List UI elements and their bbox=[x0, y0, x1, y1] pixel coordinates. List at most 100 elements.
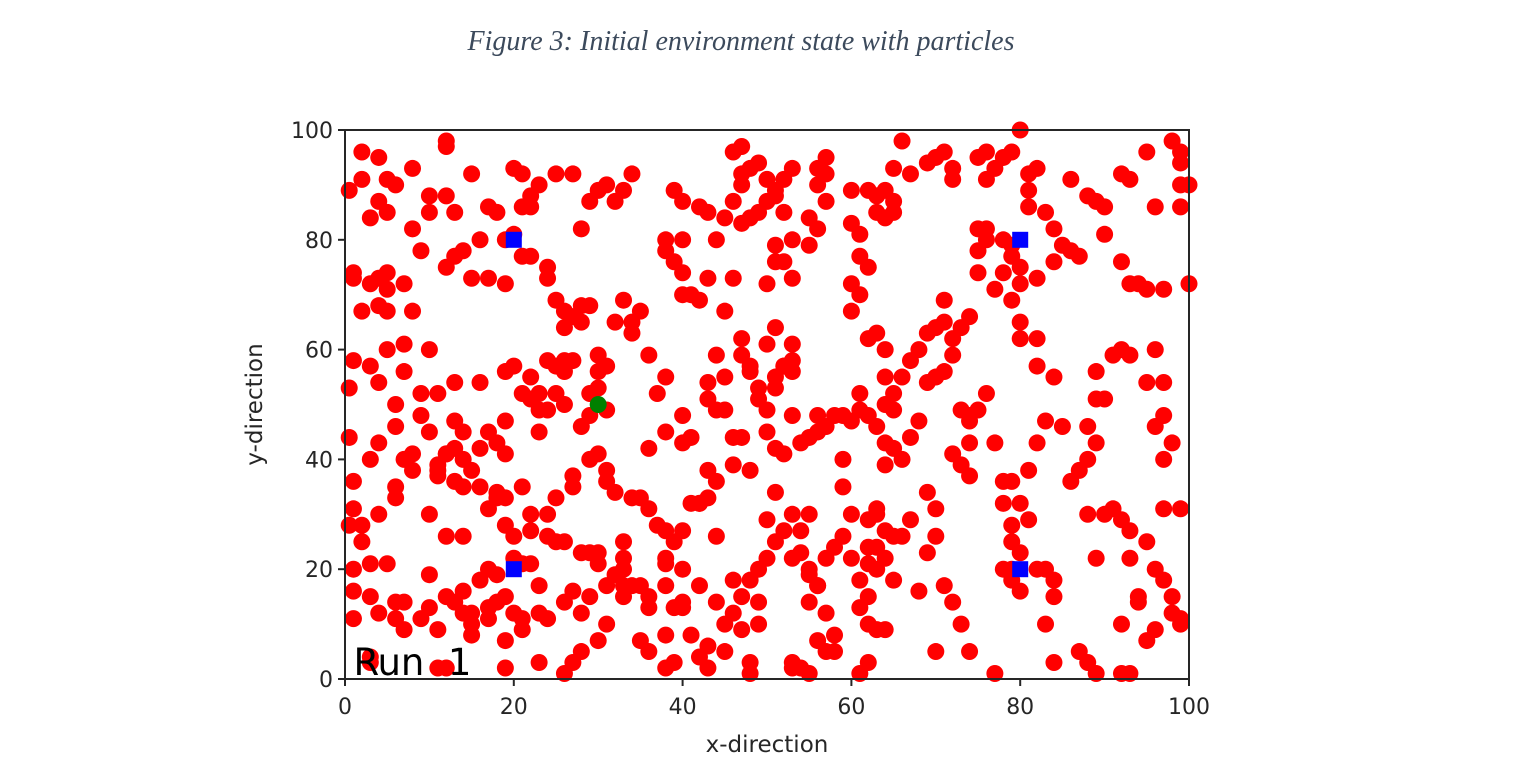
particle-point-483 bbox=[1020, 198, 1038, 216]
particle-point-624 bbox=[885, 527, 903, 545]
particle-point-331 bbox=[707, 472, 725, 490]
particle-point-41 bbox=[344, 352, 362, 370]
particle-point-141 bbox=[699, 659, 717, 677]
particle-point-447 bbox=[1070, 247, 1088, 265]
particle-point-327 bbox=[758, 423, 776, 441]
particle-point-465 bbox=[1028, 357, 1046, 375]
particle-point-257 bbox=[555, 396, 573, 413]
particle-point-206 bbox=[766, 236, 784, 254]
particle-point-142 bbox=[699, 637, 717, 655]
particle-point-512 bbox=[842, 302, 860, 320]
particle-point-22 bbox=[412, 242, 430, 260]
particle-point-275 bbox=[766, 368, 784, 386]
particle-point-154 bbox=[674, 522, 692, 540]
particle-point-471 bbox=[1003, 472, 1021, 490]
particle-point-28 bbox=[437, 132, 455, 150]
particle-point-333 bbox=[682, 494, 700, 512]
particle-point-398 bbox=[1121, 346, 1139, 364]
particle-point-425 bbox=[1172, 154, 1190, 172]
particle-point-589 bbox=[615, 560, 633, 578]
particle-point-540 bbox=[851, 571, 869, 589]
particle-point-42 bbox=[361, 357, 379, 375]
particle-point-273 bbox=[741, 357, 759, 375]
particle-point-292 bbox=[834, 450, 852, 468]
x-tick-label: 60 bbox=[837, 695, 865, 720]
particle-point-545 bbox=[826, 643, 844, 661]
particle-point-55 bbox=[395, 335, 413, 353]
particle-point-538 bbox=[868, 500, 886, 518]
particle-point-144 bbox=[724, 571, 742, 589]
x-tick-label: 0 bbox=[338, 695, 352, 720]
particle-point-265 bbox=[640, 346, 658, 364]
particle-point-95 bbox=[505, 357, 523, 375]
particle-point-616 bbox=[792, 544, 810, 562]
particle-point-188 bbox=[809, 159, 827, 177]
particle-point-621 bbox=[842, 549, 860, 567]
particle-point-338 bbox=[615, 533, 633, 551]
particle-point-418 bbox=[1112, 615, 1130, 633]
particle-point-103 bbox=[496, 659, 514, 677]
particle-point-565 bbox=[370, 505, 388, 523]
particle-point-224 bbox=[665, 181, 683, 199]
particle-point-620 bbox=[834, 527, 852, 545]
particle-point-195 bbox=[733, 214, 751, 232]
particle-point-489 bbox=[969, 148, 987, 166]
particle-point-316 bbox=[800, 593, 818, 611]
particle-point-482 bbox=[1020, 181, 1038, 199]
particle-point-399 bbox=[1146, 341, 1164, 359]
particle-point-466 bbox=[1045, 368, 1063, 386]
particle-point-82 bbox=[454, 527, 472, 545]
particle-point-100 bbox=[530, 423, 548, 441]
particle-point-33 bbox=[471, 231, 489, 249]
particle-point-133 bbox=[640, 643, 658, 661]
particle-point-580 bbox=[496, 588, 514, 606]
particle-point-52 bbox=[471, 374, 489, 392]
particle-point-602 bbox=[640, 500, 658, 518]
x-tick-label: 100 bbox=[1168, 695, 1210, 720]
x-tick-label: 80 bbox=[1006, 695, 1034, 720]
particle-point-104 bbox=[496, 632, 514, 650]
particle-point-468 bbox=[1037, 412, 1055, 430]
particle-point-242 bbox=[522, 247, 540, 265]
particle-point-165 bbox=[707, 346, 725, 364]
particle-point-51 bbox=[446, 374, 464, 392]
particle-point-604 bbox=[657, 549, 675, 567]
particle-point-405 bbox=[1163, 434, 1181, 452]
particle-point-148 bbox=[750, 615, 768, 633]
particle-point-577 bbox=[463, 615, 481, 633]
particle-point-515 bbox=[876, 341, 894, 359]
particle-point-599 bbox=[581, 450, 599, 468]
particle-point-179 bbox=[775, 253, 793, 271]
particle-point-362 bbox=[977, 385, 995, 403]
particle-point-529 bbox=[944, 346, 962, 364]
particle-point-164 bbox=[699, 374, 717, 392]
particle-point-162 bbox=[724, 456, 742, 474]
particle-point-544 bbox=[826, 626, 844, 644]
particle-point-261 bbox=[615, 291, 633, 309]
particle-point-434 bbox=[1096, 225, 1114, 243]
particle-point-596 bbox=[539, 505, 557, 523]
particle-point-26 bbox=[446, 203, 464, 221]
particle-point-469 bbox=[1028, 434, 1046, 452]
particle-point-379 bbox=[1087, 665, 1105, 683]
particle-point-566 bbox=[353, 516, 371, 534]
particle-point-357 bbox=[961, 434, 979, 452]
particle-point-276 bbox=[783, 363, 801, 381]
particle-point-80 bbox=[454, 478, 472, 496]
particle-point-533 bbox=[910, 412, 928, 430]
y-tick-label: 60 bbox=[305, 339, 333, 364]
particle-point-44 bbox=[395, 363, 413, 381]
particle-point-2 bbox=[353, 170, 371, 188]
particle-point-586 bbox=[581, 588, 599, 606]
particle-point-592 bbox=[572, 544, 590, 562]
particle-point-348 bbox=[935, 577, 953, 595]
particle-point-289 bbox=[868, 417, 886, 435]
particle-point-460 bbox=[994, 264, 1012, 282]
particle-point-495 bbox=[901, 165, 919, 183]
particle-point-293 bbox=[834, 478, 852, 496]
particle-point-166 bbox=[733, 330, 751, 348]
particle-point-345 bbox=[522, 555, 540, 573]
particle-point-560 bbox=[429, 456, 447, 474]
particle-point-75 bbox=[420, 505, 438, 523]
particle-point-464 bbox=[1028, 330, 1046, 348]
